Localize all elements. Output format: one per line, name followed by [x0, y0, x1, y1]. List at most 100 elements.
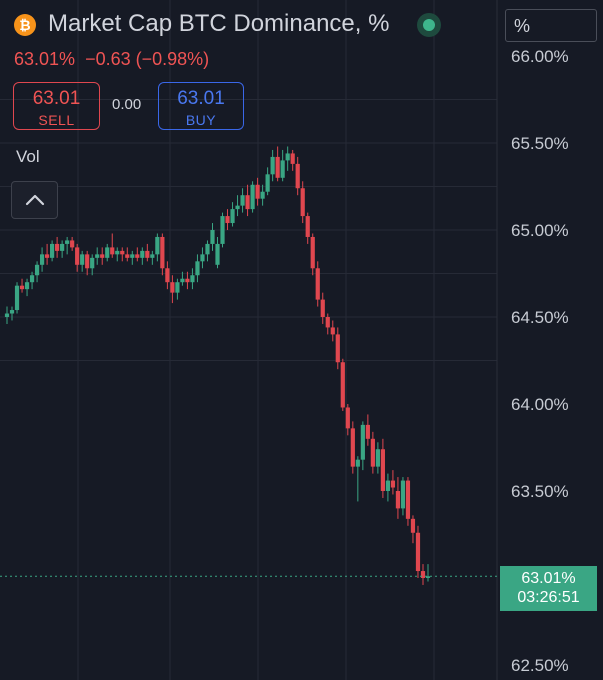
candle: [9, 306, 15, 321]
candle-body: [400, 480, 406, 509]
candle-body: [75, 247, 80, 265]
candle-body: [305, 216, 310, 237]
candle: [410, 515, 416, 544]
buy-label: BUY: [185, 112, 217, 128]
candle-body: [350, 428, 355, 467]
candle: [355, 456, 360, 502]
candle: [145, 243, 150, 262]
candle-body: [140, 250, 145, 258]
candle: [300, 181, 305, 224]
candle-body: [220, 216, 225, 244]
candle-body: [60, 243, 65, 251]
candle-body: [235, 205, 240, 210]
candle-body: [9, 310, 15, 314]
candle-body: [425, 576, 431, 578]
candle-body: [380, 449, 385, 491]
candle: [225, 209, 230, 230]
candle: [320, 292, 325, 324]
candle: [24, 278, 30, 297]
candle: [29, 271, 35, 290]
candle-body: [14, 285, 20, 311]
candle-body: [335, 334, 340, 363]
price-change: 63.01% −0.63 (−0.98%): [14, 49, 209, 70]
candle: [260, 184, 265, 206]
candle-body: [365, 424, 370, 439]
percent-scale-button[interactable]: %: [505, 9, 597, 42]
spread-value: 0.00: [112, 96, 142, 113]
candle-body: [295, 163, 300, 189]
candle: [360, 421, 365, 471]
sell-button[interactable]: 63.01 SELL: [13, 82, 100, 130]
candle-body: [210, 230, 215, 244]
candle-body: [90, 257, 95, 269]
candle-body: [145, 250, 150, 258]
candle: [315, 261, 320, 307]
candle: [290, 149, 295, 171]
candle: [170, 275, 175, 304]
symbol-title[interactable]: Market Cap BTC Dominance, %: [48, 10, 390, 37]
change-abs: −0.63: [85, 49, 131, 69]
candle: [175, 278, 180, 300]
candle-body: [95, 254, 100, 258]
candle: [265, 167, 270, 196]
last-price-tag: 63.01% 03:26:51: [500, 566, 597, 611]
candle: [195, 254, 200, 283]
candle: [80, 250, 85, 272]
candle: [60, 240, 65, 258]
candle: [165, 261, 170, 290]
candle-body: [325, 317, 330, 328]
candle: [220, 212, 225, 248]
market-status-icon[interactable]: [417, 13, 441, 37]
candle-body: [180, 278, 185, 283]
candle: [75, 243, 80, 272]
candle: [44, 243, 50, 265]
candle: [250, 181, 255, 213]
candle-body: [370, 438, 375, 467]
candle-body: [405, 480, 411, 519]
candle: [215, 236, 220, 269]
candle: [400, 477, 406, 516]
candle-body: [190, 275, 195, 283]
candle-body: [375, 449, 380, 467]
candle-body: [395, 491, 401, 509]
candle: [180, 271, 185, 286]
candle: [310, 233, 315, 276]
y-tick-label: 63.50%: [511, 482, 569, 501]
candle: [160, 233, 165, 276]
candle-body: [385, 480, 391, 491]
bitcoin-icon[interactable]: ₿: [14, 14, 36, 36]
candle-body: [280, 160, 285, 178]
candle-body: [130, 254, 135, 258]
candle-body: [390, 480, 396, 488]
change-pct: (−0.98%): [135, 49, 210, 69]
candle-body: [345, 407, 350, 429]
vol-indicator-label[interactable]: Vol: [16, 147, 40, 166]
candle-body: [100, 254, 105, 258]
candle-body: [340, 362, 345, 408]
candle-body: [110, 247, 115, 255]
candle-body: [415, 532, 421, 572]
y-tick-label: 66.00%: [511, 47, 569, 66]
candle: [340, 358, 345, 411]
collapse-indicators-button[interactable]: [11, 181, 58, 219]
candle-body: [410, 518, 416, 533]
candle: [330, 320, 335, 342]
candle-body: [50, 243, 55, 258]
candle: [135, 247, 140, 262]
candle-body: [270, 156, 275, 175]
candle-body: [420, 571, 426, 578]
candle-body: [70, 240, 75, 248]
candle-body: [320, 299, 325, 317]
y-axis: 66.00% 65.50% 65.00% 64.50% 64.00% 63.50% 62.5…: [511, 47, 569, 675]
candle-body: [150, 254, 155, 258]
buy-button[interactable]: 63.01 BUY: [158, 82, 244, 130]
candle-body: [355, 459, 360, 467]
candle: [140, 247, 145, 265]
y-tick-label: 65.50%: [511, 134, 569, 153]
candle-body: [44, 254, 50, 258]
candle: [405, 477, 411, 526]
candle: [255, 177, 260, 206]
candle: [95, 247, 100, 265]
candle-body: [300, 188, 305, 217]
